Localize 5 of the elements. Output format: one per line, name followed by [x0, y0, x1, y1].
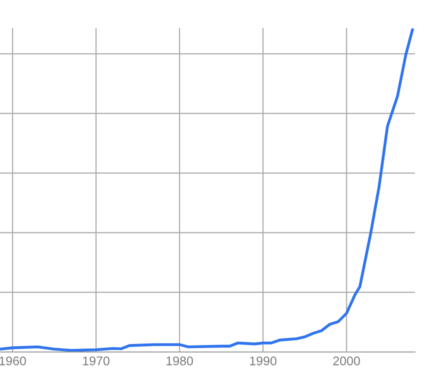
x-tick-label: 2000 [333, 356, 360, 366]
x-tick-label: 1970 [83, 356, 110, 366]
x-tick-label: 1960 [0, 356, 26, 366]
x-tick-label: 1990 [250, 356, 276, 366]
x-tick-label: 1980 [166, 356, 193, 366]
